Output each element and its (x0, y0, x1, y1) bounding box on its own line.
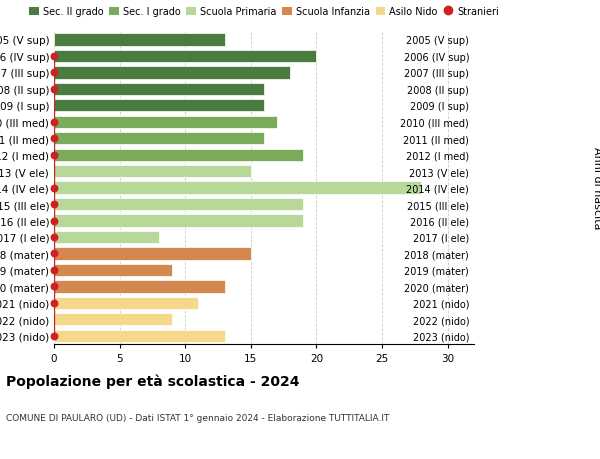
Bar (54, 34, 224, 46)
Point (49, 185, 59, 192)
Point (49, 332, 59, 340)
Point (49, 53, 59, 61)
Bar (54, 231, 159, 244)
Bar (54, 313, 172, 326)
Legend: Sec. II grado, Sec. I grado, Scuola Primaria, Scuola Infanzia, Asilo Nido, Stran: Sec. II grado, Sec. I grado, Scuola Prim… (25, 3, 503, 21)
Point (49, 267, 59, 274)
Bar (54, 248, 251, 260)
Point (49, 300, 59, 307)
Bar (54, 198, 304, 211)
Bar (54, 215, 304, 227)
Point (49, 135, 59, 143)
Text: Anni di nascita: Anni di nascita (592, 147, 600, 230)
Point (49, 119, 59, 126)
Bar (54, 50, 317, 63)
Point (49, 201, 59, 208)
Bar (54, 67, 290, 79)
Text: Popolazione per età scolastica - 2024: Popolazione per età scolastica - 2024 (6, 374, 299, 389)
Point (49, 250, 59, 257)
Point (49, 86, 59, 93)
Bar (54, 133, 264, 145)
Point (49, 69, 59, 77)
Point (49, 218, 59, 225)
Bar (54, 330, 224, 342)
Point (49, 283, 59, 291)
Bar (54, 100, 264, 112)
Bar (54, 166, 251, 178)
Text: COMUNE DI PAULARO (UD) - Dati ISTAT 1° gennaio 2024 - Elaborazione TUTTITALIA.IT: COMUNE DI PAULARO (UD) - Dati ISTAT 1° g… (6, 413, 389, 422)
Bar (54, 84, 264, 96)
Bar (54, 182, 421, 194)
Bar (54, 149, 304, 162)
Bar (54, 280, 224, 293)
Bar (54, 264, 172, 276)
Bar (54, 297, 199, 309)
Point (49, 151, 59, 159)
Point (49, 234, 59, 241)
Bar (54, 116, 277, 129)
